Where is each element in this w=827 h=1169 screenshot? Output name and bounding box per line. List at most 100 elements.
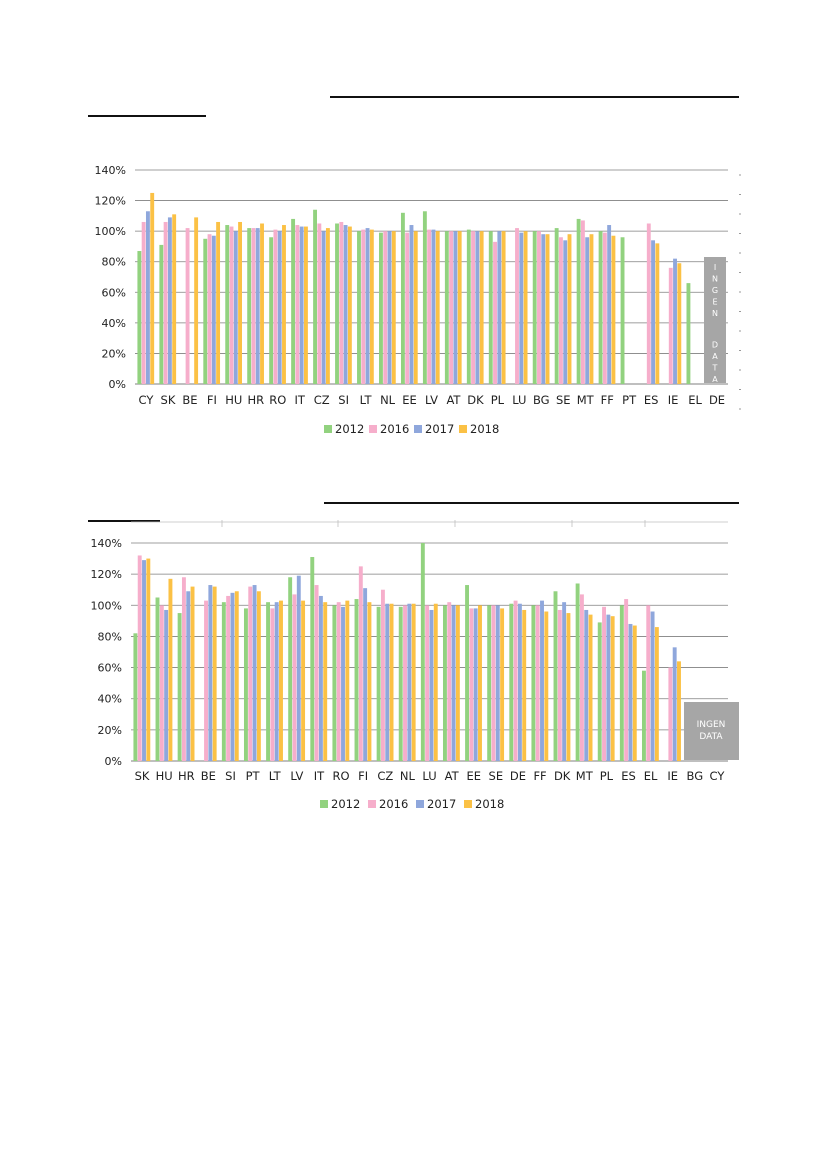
bar-2018-CZ — [325, 228, 330, 384]
category-label: SE — [489, 769, 504, 783]
bar-2018-BE — [212, 586, 217, 761]
bar-2012-SI — [221, 602, 226, 761]
no-data-letter: T — [712, 364, 718, 373]
bar-2012-LU — [420, 543, 425, 761]
category-label: HU — [156, 769, 173, 783]
category-label: LU — [422, 769, 436, 783]
bar-2016-HR — [181, 577, 186, 761]
bar-2012-IT — [291, 218, 296, 384]
bar-2016-FI — [358, 566, 363, 761]
bar-2016-HU — [159, 605, 164, 761]
no-data-label: DATA — [699, 732, 723, 742]
bar-2017-RO — [277, 231, 282, 384]
bar-2017-PL — [497, 231, 502, 384]
bar-2018-FF — [611, 235, 616, 384]
bar-2017-SK — [142, 560, 146, 761]
bar-2018-EL — [654, 627, 659, 761]
bar-2018-FI — [216, 221, 221, 384]
bar-2017-EE — [473, 608, 478, 761]
bar-2016-PL — [602, 606, 606, 761]
bar-2018-AT — [455, 605, 460, 761]
bar-2016-FF — [535, 605, 540, 761]
bar-2018-MT — [589, 234, 594, 384]
y-tick-label: 80% — [102, 256, 126, 269]
bar-2018-LU — [433, 603, 438, 761]
bar-2016-LV — [427, 229, 432, 384]
category-label: MT — [576, 769, 594, 783]
header-rule-2b — [88, 520, 160, 522]
y-tick-label: 100% — [95, 225, 126, 238]
category-label: SI — [225, 769, 236, 783]
y-tick-label: 0% — [105, 755, 122, 768]
bar-2017-SK — [167, 217, 172, 384]
bar-2017-EE — [409, 225, 414, 384]
legend-swatch-2017 — [416, 800, 424, 808]
bar-2017-DK — [475, 231, 480, 384]
bar-2016-FI — [207, 234, 212, 384]
category-label: EL — [644, 769, 658, 783]
no-data-label: INGEN — [697, 720, 726, 730]
bar-2016-LT — [270, 608, 275, 761]
category-label: LV — [290, 769, 303, 783]
bar-2012-PT — [620, 237, 625, 384]
category-label: LU — [512, 393, 526, 407]
bar-2016-IT — [295, 225, 300, 384]
bar-2016-BE — [185, 228, 190, 384]
y-tick-label: 40% — [102, 317, 126, 330]
category-label: AT — [445, 769, 460, 783]
bar-2018-HR — [260, 223, 264, 384]
bar-2012-FF — [598, 231, 603, 384]
bar-2012-ES — [619, 605, 624, 761]
bar-2018-NL — [411, 603, 416, 761]
category-label: MT — [577, 393, 595, 407]
bar-2012-FI — [203, 238, 208, 384]
category-label: LT — [269, 769, 282, 783]
bar-2016-SK — [163, 221, 168, 384]
bar-2018-SE — [500, 608, 505, 761]
category-label: PL — [600, 769, 614, 783]
category-label: LV — [425, 393, 438, 407]
category-label: FF — [533, 769, 546, 783]
bar-2017-FI — [363, 588, 368, 761]
bar-2016-ES — [646, 223, 651, 384]
bar-2016-HR — [251, 228, 256, 384]
bar-2012-LV — [288, 577, 293, 761]
bar-2012-HU — [155, 597, 160, 761]
y-tick-label: 40% — [98, 693, 122, 706]
no-data-letter: N — [712, 309, 718, 318]
bar-2016-SI — [226, 595, 231, 761]
y-tick-label: 140% — [91, 537, 122, 550]
bar-2012-DK — [553, 591, 558, 761]
bar-2012-FF — [531, 605, 536, 761]
bar-2016-PT — [248, 586, 253, 761]
category-label: EE — [402, 393, 417, 407]
bar-2018-LT — [279, 600, 283, 761]
bar-2018-SK — [146, 558, 151, 761]
bar-2012-AT — [442, 605, 447, 761]
bar-2018-RO — [345, 600, 350, 761]
category-label: SK — [135, 769, 150, 783]
legend-swatch-2017 — [414, 425, 422, 433]
bar-2018-FF — [544, 611, 549, 761]
category-label: EL — [688, 393, 702, 407]
bar-2017-RO — [341, 606, 345, 761]
bar-2012-EL — [686, 283, 691, 384]
category-label: NL — [380, 393, 396, 407]
bar-2012-RO — [332, 605, 337, 761]
bar-2016-IE — [668, 267, 673, 384]
bar-2012-DK — [466, 229, 471, 384]
legend-swatch-2018 — [459, 425, 467, 433]
bar-2017-HU — [164, 609, 169, 761]
bar-2018-CY — [150, 192, 155, 384]
category-label: HR — [178, 769, 195, 783]
bar-2016-CY — [141, 221, 146, 384]
bar-2016-LT — [361, 229, 366, 384]
bar-2018-BG — [545, 234, 550, 384]
bar-2017-IE — [672, 647, 677, 761]
category-label: IT — [314, 769, 325, 783]
legend-label-2016: 2016 — [379, 797, 408, 811]
bar-2017-BE — [208, 585, 213, 761]
category-label: LT — [360, 393, 373, 407]
bar-2017-FI — [211, 235, 216, 384]
y-tick-label: 60% — [102, 286, 126, 299]
